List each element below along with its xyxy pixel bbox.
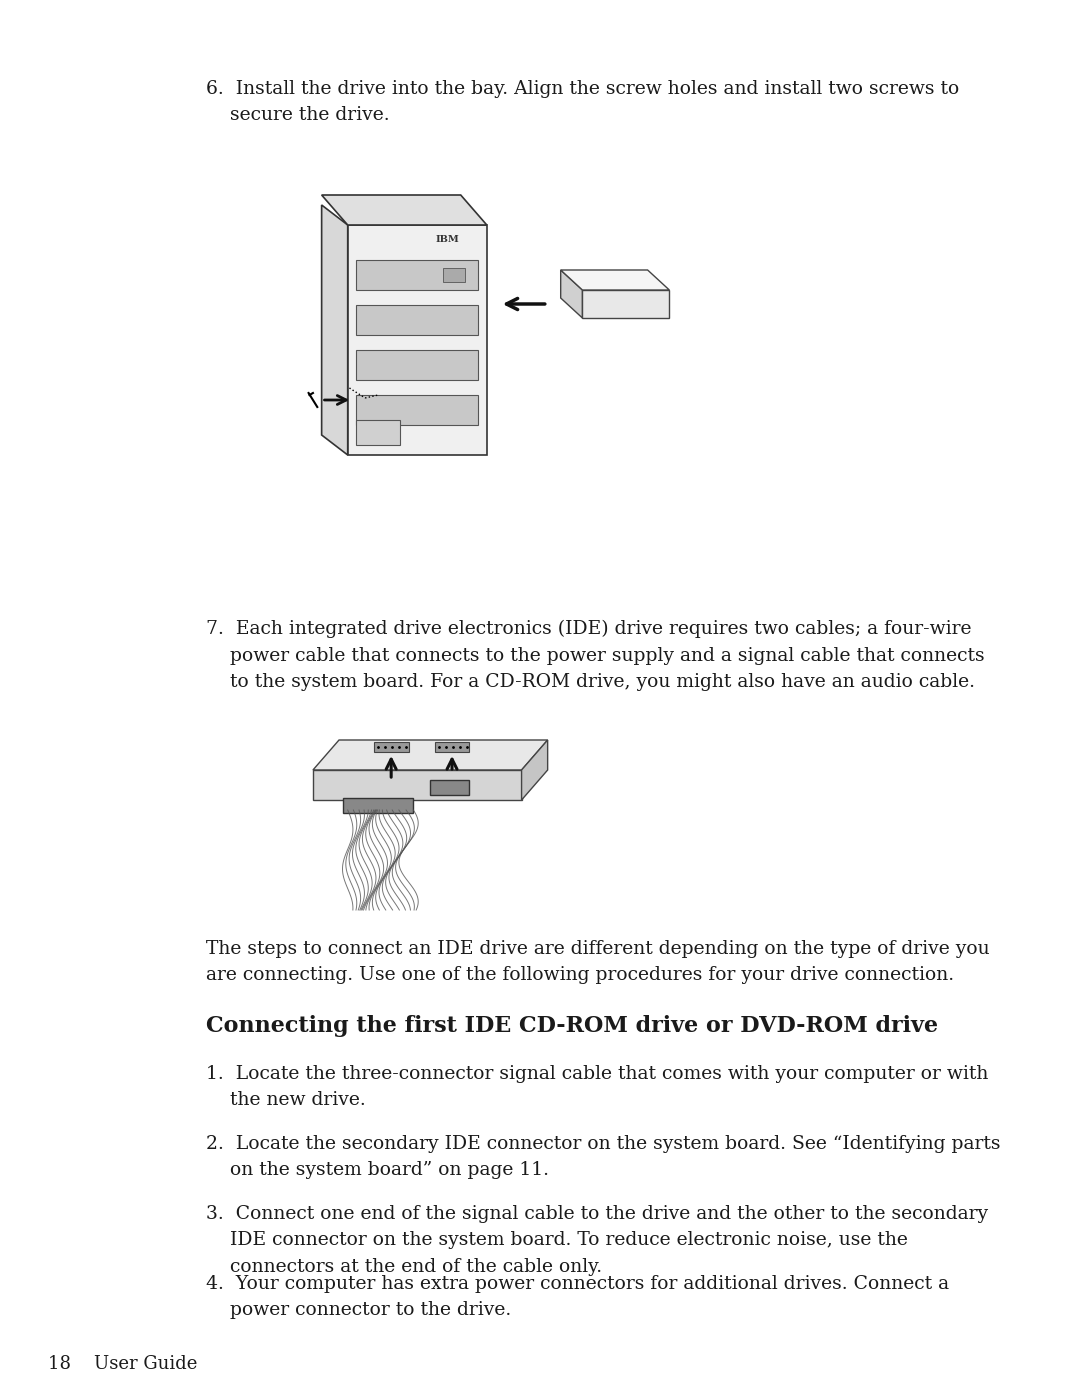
Text: Connecting the first IDE CD-ROM drive or DVD-ROM drive: Connecting the first IDE CD-ROM drive or… [206,1016,939,1037]
Polygon shape [522,740,548,800]
Bar [356,420,400,446]
Bar [356,395,478,425]
Bar [374,742,408,752]
Polygon shape [561,270,582,319]
Bar [356,260,478,291]
Polygon shape [322,205,348,455]
Text: 3.  Connect one end of the signal cable to the drive and the other to the second: 3. Connect one end of the signal cable t… [206,1206,988,1275]
Text: 6.  Install the drive into the bay. Align the screw holes and install two screws: 6. Install the drive into the bay. Align… [206,80,959,124]
Bar [443,268,465,282]
Polygon shape [313,740,548,770]
Text: 4.  Your computer has extra power connectors for additional drives. Connect a
  : 4. Your computer has extra power connect… [206,1275,949,1319]
Text: 7.  Each integrated drive electronics (IDE) drive requires two cables; a four-wi: 7. Each integrated drive electronics (ID… [206,620,985,692]
Bar [430,780,470,795]
Text: IBM: IBM [436,235,460,244]
Polygon shape [582,291,670,319]
Bar [434,742,470,752]
Polygon shape [313,770,522,800]
Bar [343,798,413,813]
Text: 18    User Guide: 18 User Guide [48,1355,198,1373]
Text: 2.  Locate the secondary IDE connector on the system board. See “Identifying par: 2. Locate the secondary IDE connector on… [206,1134,1000,1179]
Polygon shape [322,196,487,225]
Bar [356,305,478,335]
Bar [356,351,478,380]
Polygon shape [348,225,487,455]
Polygon shape [561,270,670,291]
Text: The steps to connect an IDE drive are different depending on the type of drive y: The steps to connect an IDE drive are di… [206,940,989,985]
Text: 1.  Locate the three-connector signal cable that comes with your computer or wit: 1. Locate the three-connector signal cab… [206,1065,988,1109]
